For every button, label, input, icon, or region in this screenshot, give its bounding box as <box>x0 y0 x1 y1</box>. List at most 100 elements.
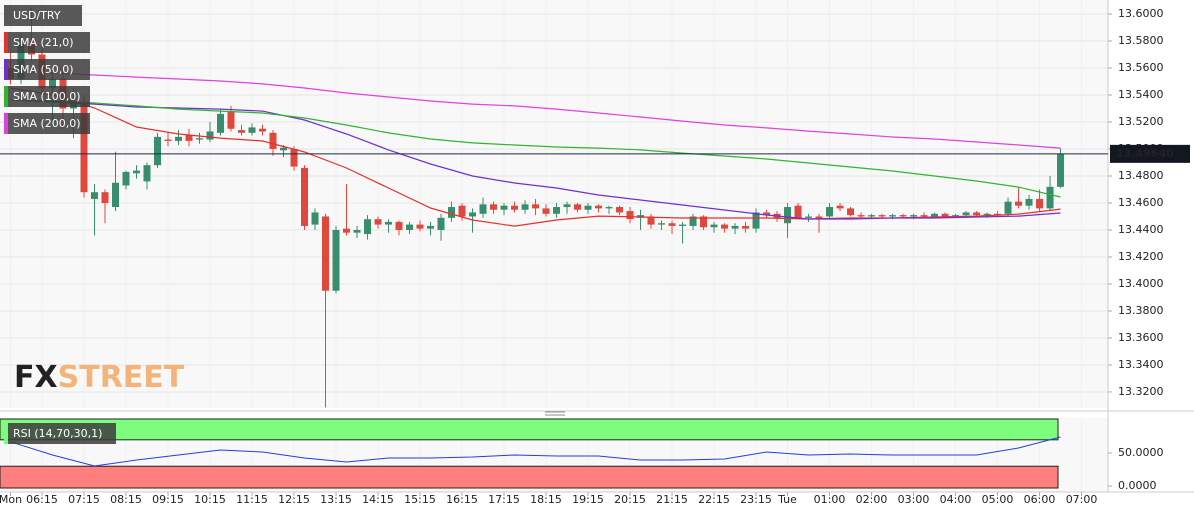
x-tick-label: 10:15 <box>194 493 226 506</box>
x-tick-label: 07:15 <box>68 493 100 506</box>
candle-body <box>217 113 225 133</box>
x-tick-label: 04:00 <box>940 493 972 506</box>
last-price-label: 13.49640 <box>1116 147 1174 160</box>
candle-body <box>164 139 172 141</box>
x-tick-label: 21:15 <box>656 493 688 506</box>
candle-body <box>584 205 592 210</box>
sma-line <box>10 99 1061 220</box>
legend-entry-swatch <box>4 86 8 107</box>
candle-body <box>259 128 267 132</box>
candle-body <box>962 212 970 216</box>
candle-body <box>763 212 771 216</box>
candle-body <box>857 215 865 217</box>
candle-body <box>595 205 603 209</box>
candle-body <box>815 216 823 220</box>
candle-body <box>133 170 141 174</box>
candle-body <box>332 229 340 291</box>
candle-body <box>248 127 256 133</box>
candle-body <box>952 215 960 217</box>
x-tick-label: 13:15 <box>320 493 352 506</box>
x-tick-label: 20:15 <box>614 493 646 506</box>
watermark: FXSTREET <box>14 360 185 395</box>
candle-body <box>112 182 120 208</box>
x-tick-label: Tue <box>777 493 797 506</box>
candle-body <box>206 131 214 140</box>
y-tick-label: 13.3600 <box>1118 331 1164 344</box>
candle-body <box>836 205 844 209</box>
rsi-y-tick-label: 50.0000 <box>1118 446 1164 459</box>
candle-body <box>616 207 624 213</box>
candle-body <box>311 212 319 225</box>
y-tick-label: 13.6000 <box>1118 7 1164 20</box>
candle-body <box>448 207 456 218</box>
candle-body <box>290 149 298 167</box>
legend-entry: SMA (100,0) <box>13 90 81 103</box>
candle-body <box>826 207 834 217</box>
x-tick-label: 17:15 <box>488 493 520 506</box>
x-tick-label: 01:00 <box>814 493 846 506</box>
sma-line <box>10 99 1061 198</box>
candle-body <box>1046 186 1054 209</box>
candle-body <box>479 204 487 214</box>
candle-body <box>437 217 445 230</box>
candle-body <box>469 212 477 217</box>
rsi-label-box <box>4 423 116 444</box>
candle-body <box>983 213 991 216</box>
rsi-label-swatch <box>4 423 8 444</box>
y-tick-label: 13.5200 <box>1118 115 1164 128</box>
candle-body <box>532 204 540 209</box>
x-tick-label: 06:15 <box>26 493 58 506</box>
legend: USD/TRY SMA (21,0) SMA (50,0) SMA (100,0) SM… <box>4 5 116 444</box>
candle-body <box>154 136 162 166</box>
candle-body <box>1025 198 1033 206</box>
sma-line <box>10 70 1061 149</box>
candle-body <box>196 138 204 140</box>
candle-body <box>374 219 382 225</box>
legend-entry: SMA (21,0) <box>13 36 74 49</box>
candle-body <box>542 208 550 214</box>
y-tick-label: 13.3400 <box>1118 358 1164 371</box>
watermark-fx: FX <box>14 360 58 395</box>
candle-body <box>805 216 813 218</box>
candle-body <box>563 204 571 208</box>
candle-body <box>458 205 466 217</box>
candle-body <box>647 216 655 225</box>
candle-body <box>385 221 393 225</box>
legend-title-box <box>4 5 82 26</box>
candle-body <box>427 225 435 229</box>
y-tick-label: 13.3800 <box>1118 304 1164 317</box>
legend-entry: SMA (50,0) <box>13 63 74 76</box>
y-tick-label: 13.4800 <box>1118 169 1164 182</box>
candle-body <box>700 216 708 228</box>
last-price-box <box>1110 144 1190 163</box>
legend-entry-box <box>4 32 90 53</box>
x-tick-label: 16:15 <box>446 493 478 506</box>
legend-entry-swatch <box>4 32 8 53</box>
candle-body <box>731 225 739 229</box>
legend-entry-swatch <box>4 113 8 134</box>
legend-entry-box <box>4 59 90 80</box>
candle-body <box>343 228 351 233</box>
marks <box>0 7 1108 489</box>
candle-body <box>49 78 57 89</box>
rsi-label: RSI (14,70,30,1) <box>13 427 102 440</box>
x-tick-label: 09:15 <box>152 493 184 506</box>
candle-body <box>1004 201 1012 214</box>
rsi-oversold-band <box>0 465 1059 489</box>
candle-body <box>395 221 403 230</box>
price-panel <box>0 0 1108 408</box>
legend-title: USD/TRY <box>13 9 61 22</box>
candle-body <box>994 213 1002 216</box>
candle-body <box>574 204 582 210</box>
candle-body <box>626 211 634 220</box>
x-tick-label: 11:15 <box>236 493 268 506</box>
candle-body <box>721 224 729 229</box>
x-tick-label: 15:15 <box>404 493 436 506</box>
y-tick-label: 13.5400 <box>1118 88 1164 101</box>
candle-body <box>658 223 666 225</box>
x-tick-label: 18:15 <box>530 493 562 506</box>
candle-body <box>1036 198 1044 209</box>
candle-body <box>941 213 949 217</box>
candle-body <box>920 215 928 217</box>
candle-body <box>280 147 288 151</box>
